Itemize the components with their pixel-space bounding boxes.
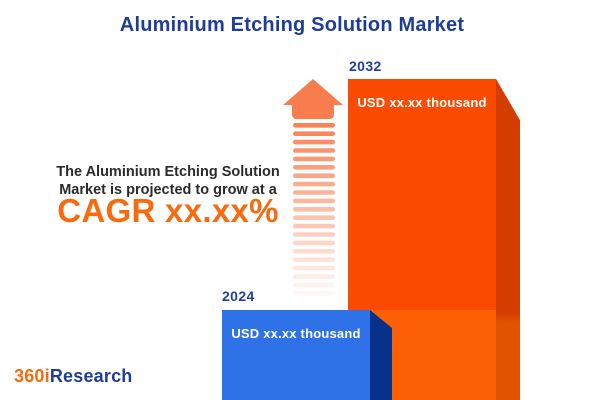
arrow-fade-stripes [293, 123, 335, 296]
logo-360i: 360i [14, 366, 50, 386]
cagr-value: CAGR xx.xx% [57, 192, 279, 229]
annotation-line1: The Aluminium Etching Solution [56, 164, 280, 180]
page-title: Aluminium Etching Solution Market [119, 14, 465, 36]
bar-2024-year-label: 2024 [222, 288, 255, 304]
growth-annotation: The Aluminium Etching Solution Market is… [3, 163, 333, 229]
bar-2032-value-label: USD xx.xx thousand [357, 95, 487, 110]
bar-2024-value-label: USD xx.xx thousand [231, 326, 361, 341]
annotation-line2: Market is projected to grow at a [59, 182, 277, 198]
brand-logo: 360iResearch [14, 366, 133, 387]
bar-2024-3d-side [370, 310, 392, 400]
growth-arrow-icon [283, 79, 343, 296]
logo-research: Research [49, 366, 133, 386]
bar-2032-3d-side [496, 79, 520, 400]
bar-2032-year-label: 2032 [349, 58, 382, 74]
bar-2024: USD xx.xx thousand [222, 310, 370, 400]
